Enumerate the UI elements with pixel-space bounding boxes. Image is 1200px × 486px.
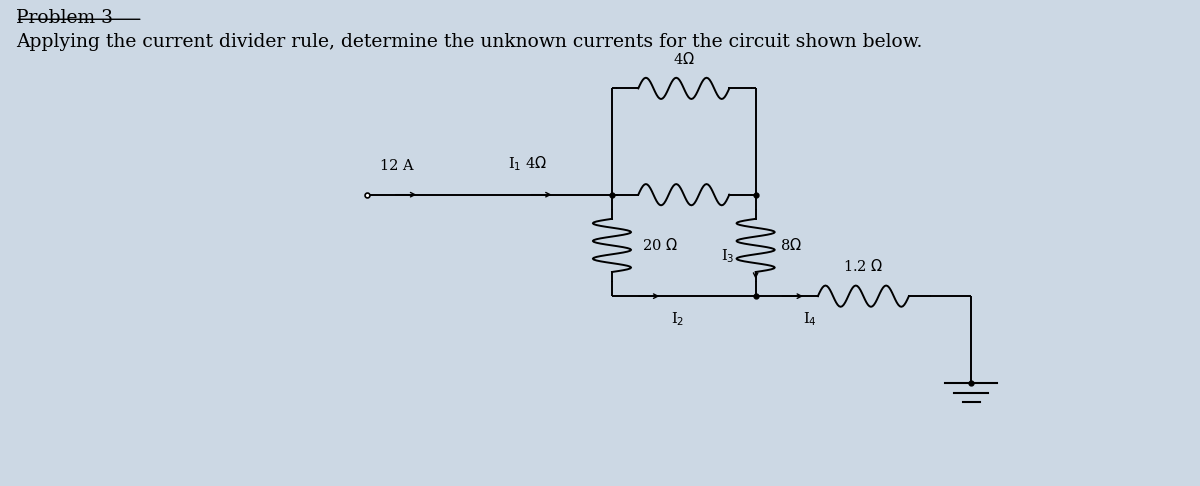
Text: 8$\Omega$: 8$\Omega$ (780, 238, 802, 253)
Text: 1.2 $\Omega$: 1.2 $\Omega$ (844, 259, 883, 275)
Text: I$_4$: I$_4$ (803, 311, 816, 329)
Text: I$_1$ 4$\Omega$: I$_1$ 4$\Omega$ (509, 154, 548, 173)
Text: 12 A: 12 A (379, 159, 413, 173)
Text: Problem 3: Problem 3 (16, 9, 113, 27)
Text: 4$\Omega$: 4$\Omega$ (673, 51, 695, 67)
Text: Applying the current divider rule, determine the unknown currents for the circui: Applying the current divider rule, deter… (16, 33, 922, 51)
Text: 20 $\Omega$: 20 $\Omega$ (642, 238, 678, 253)
Text: I$_2$: I$_2$ (671, 311, 684, 329)
Text: I$_3$: I$_3$ (720, 247, 734, 265)
